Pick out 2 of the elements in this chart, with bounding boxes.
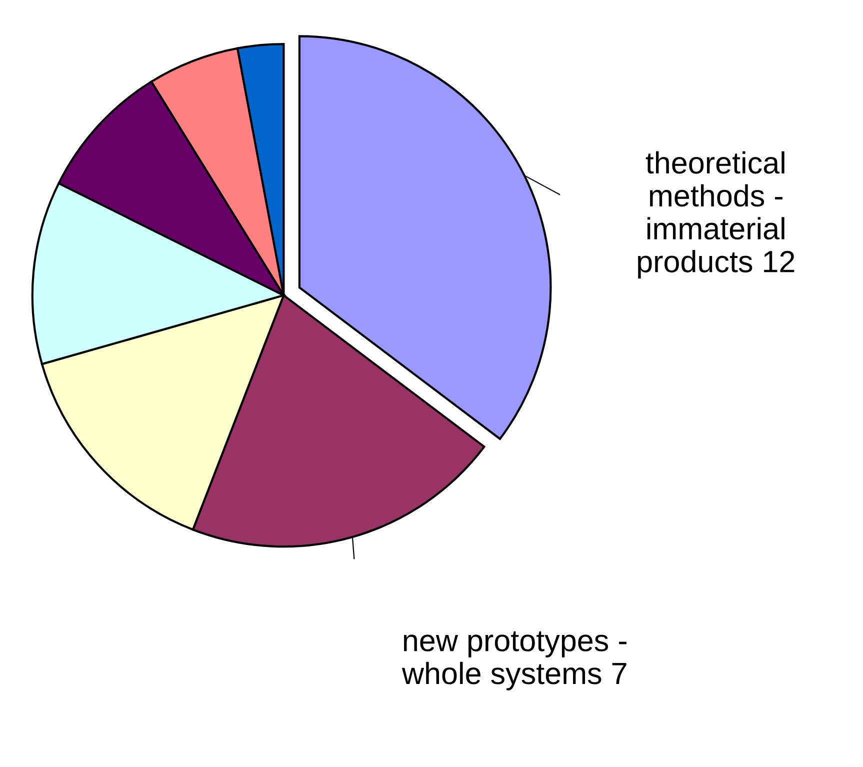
slice-label: new prototypes - whole systems 7 — [402, 631, 626, 690]
slice-label: theoretical methods - immaterial products 12 — [638, 151, 794, 278]
